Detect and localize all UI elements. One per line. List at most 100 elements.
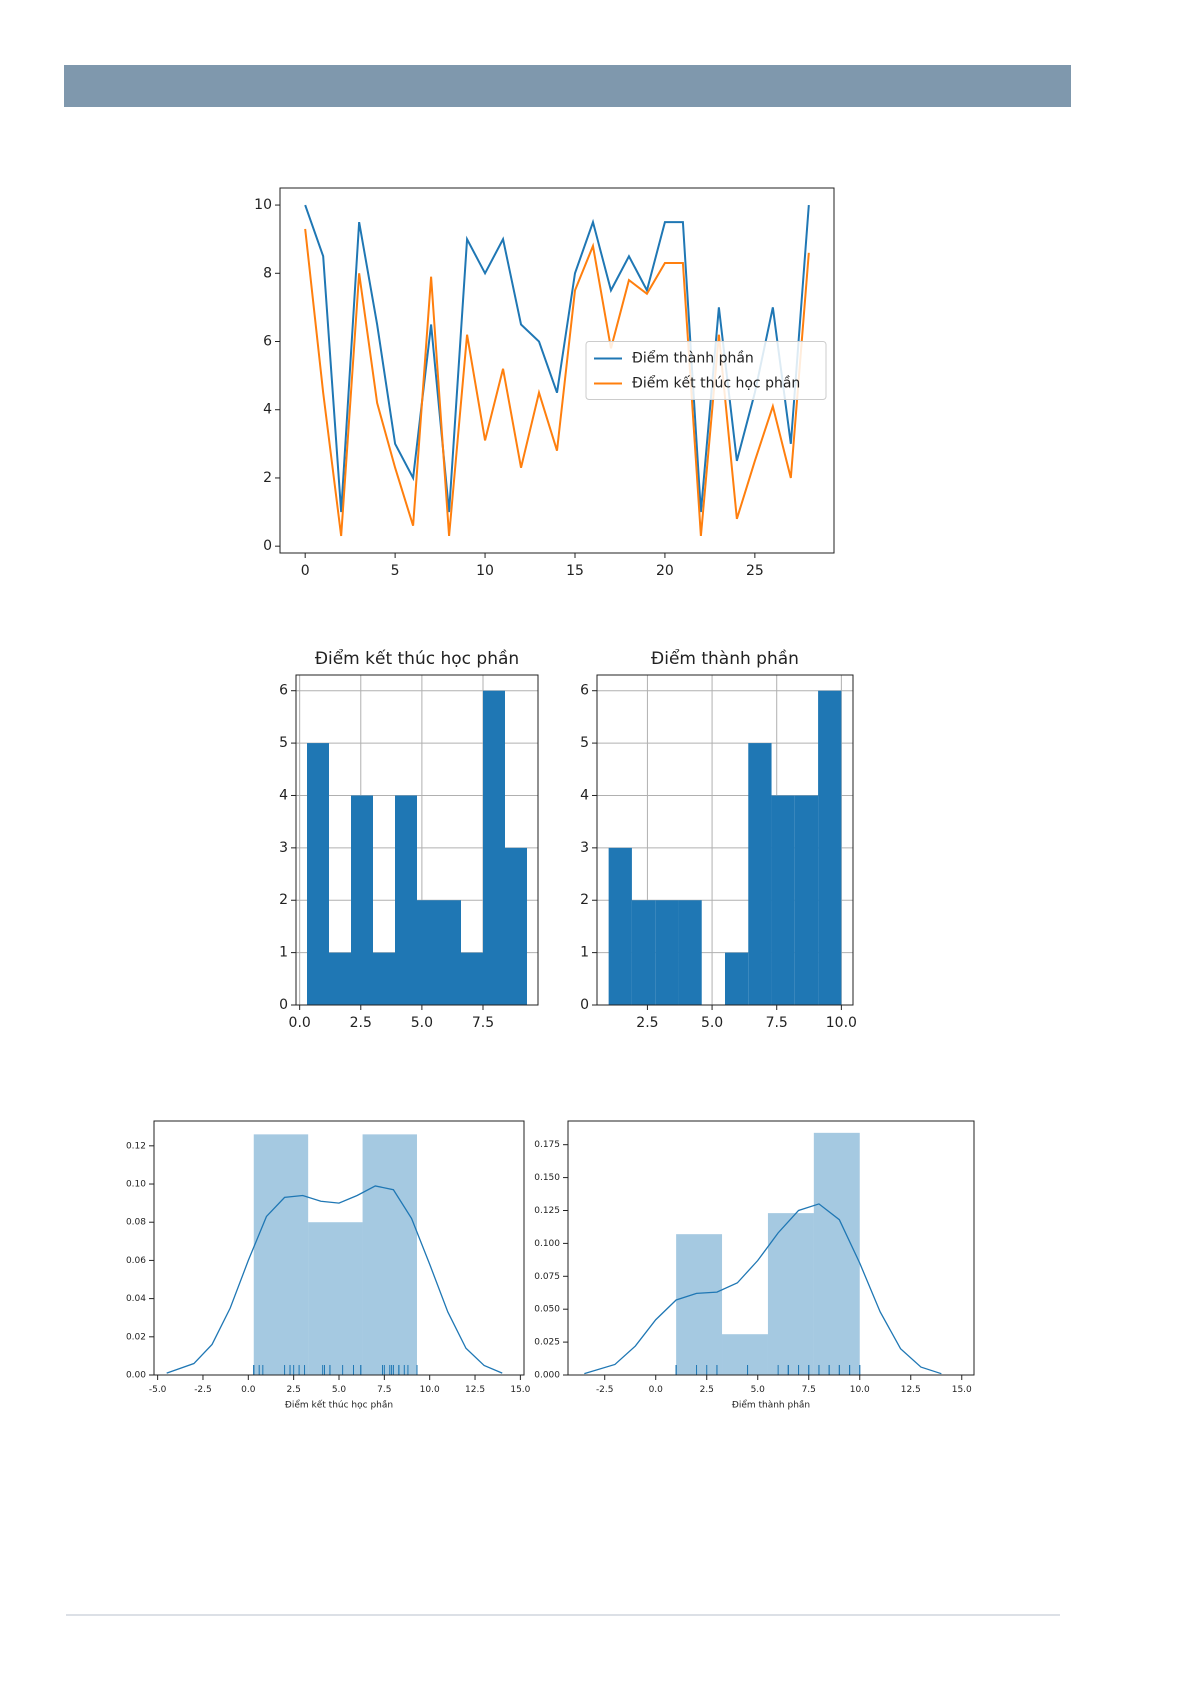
x-tick-label: 0 — [301, 563, 310, 579]
y-tick-label: 0.050 — [534, 1305, 560, 1315]
bar — [351, 795, 373, 1005]
y-tick-label: 0.150 — [534, 1173, 560, 1183]
x-tick-label: 12.5 — [901, 1385, 921, 1395]
bar — [655, 900, 679, 1005]
bar — [308, 1222, 363, 1375]
x-axis-label: Điểm thành phần — [732, 1400, 810, 1411]
y-tick-label: 0 — [580, 997, 589, 1013]
x-tick-label: -5.0 — [149, 1385, 167, 1395]
y-tick-label: 1 — [580, 945, 589, 961]
x-tick-label: 2.5 — [286, 1385, 300, 1395]
x-tick-label: 5.0 — [411, 1015, 433, 1031]
y-tick-label: 10 — [254, 197, 272, 213]
bar — [722, 1334, 768, 1375]
x-tick-label: 7.5 — [472, 1015, 494, 1031]
x-tick-label: 10 — [476, 563, 494, 579]
y-tick-label: 0.04 — [126, 1294, 146, 1304]
bar — [362, 1134, 417, 1375]
x-axis-label: Điểm kết thúc học phần — [285, 1400, 393, 1411]
x-tick-label: 2.5 — [636, 1015, 658, 1031]
y-tick-label: 0.000 — [534, 1371, 560, 1381]
y-tick-label: 0.08 — [126, 1218, 146, 1228]
legend-box — [585, 341, 827, 400]
y-tick-label: 0.12 — [126, 1141, 146, 1151]
x-tick-label: 5.0 — [332, 1385, 347, 1395]
bar — [725, 952, 749, 1005]
x-tick-label: 7.5 — [802, 1385, 816, 1395]
bar — [395, 795, 417, 1005]
legend-label: Điểm thành phần — [632, 350, 754, 367]
y-tick-label: 4 — [263, 402, 272, 418]
y-tick-label: 0.10 — [126, 1180, 146, 1190]
x-tick-label: 15.0 — [952, 1385, 972, 1395]
bar — [748, 743, 772, 1005]
y-tick-label: 8 — [263, 265, 272, 281]
y-tick-label: 1 — [279, 945, 288, 961]
bar — [608, 847, 632, 1005]
bar — [329, 952, 351, 1005]
x-tick-label: 5.0 — [701, 1015, 723, 1031]
y-tick-label: 0.075 — [534, 1272, 560, 1282]
x-tick-label: 15 — [566, 563, 584, 579]
y-tick-label: 5 — [279, 735, 288, 751]
bar — [253, 1134, 309, 1375]
y-tick-label: 2 — [580, 892, 589, 908]
x-tick-label: 0.0 — [241, 1385, 256, 1395]
y-tick-label: 0.02 — [126, 1332, 146, 1342]
y-tick-label: 0.06 — [126, 1256, 146, 1266]
y-tick-label: 3 — [580, 840, 589, 856]
axes-frame — [279, 187, 835, 554]
bar — [794, 795, 819, 1005]
y-tick-label: 2 — [263, 470, 272, 486]
x-tick-label: 2.5 — [350, 1015, 372, 1031]
bar — [771, 795, 795, 1005]
x-tick-label: 25 — [746, 563, 764, 579]
chart-title: Điểm thành phần — [651, 648, 799, 669]
y-tick-label: 3 — [279, 840, 288, 856]
x-tick-label: 10.0 — [850, 1385, 870, 1395]
y-tick-label: 4 — [279, 787, 288, 803]
y-tick-label: 0.00 — [126, 1371, 146, 1381]
y-tick-label: 0.100 — [534, 1239, 560, 1249]
y-tick-label: 0.025 — [534, 1338, 560, 1348]
y-tick-label: 0 — [279, 997, 288, 1013]
x-tick-label: 10.0 — [826, 1015, 857, 1031]
x-tick-label: 20 — [656, 563, 674, 579]
bar — [373, 952, 395, 1005]
header-bar — [64, 65, 1071, 107]
x-tick-label: 2.5 — [700, 1385, 714, 1395]
bar — [483, 690, 505, 1005]
axes-frame — [295, 674, 539, 1006]
axes-frame — [567, 1120, 975, 1376]
x-tick-label: 5.0 — [751, 1385, 766, 1395]
x-tick-label: 0.0 — [289, 1015, 311, 1031]
bar — [307, 743, 329, 1005]
y-tick-label: 0 — [263, 538, 272, 554]
bar — [631, 900, 656, 1005]
kde-curve — [584, 1203, 942, 1375]
kde-curve — [166, 1185, 503, 1374]
bar — [461, 952, 483, 1005]
y-tick-label: 2 — [279, 892, 288, 908]
x-tick-label: 12.5 — [465, 1385, 485, 1395]
axes-frame — [596, 674, 854, 1006]
bar — [417, 900, 439, 1005]
x-tick-label: 15.0 — [510, 1385, 530, 1395]
bar — [813, 1132, 860, 1375]
legend-label: Điểm kết thúc học phần — [632, 375, 800, 392]
x-tick-label: -2.5 — [194, 1385, 212, 1395]
x-tick-label: 7.5 — [377, 1385, 391, 1395]
y-tick-label: 4 — [580, 787, 589, 803]
x-tick-label: 10.0 — [420, 1385, 440, 1395]
y-tick-label: 0.125 — [534, 1206, 560, 1216]
y-tick-label: 6 — [580, 683, 589, 699]
y-tick-label: 0.175 — [534, 1140, 560, 1150]
axes-frame — [153, 1120, 525, 1376]
bar — [505, 847, 527, 1005]
x-tick-label: 7.5 — [766, 1015, 788, 1031]
x-tick-label: 5 — [391, 563, 400, 579]
bar — [678, 900, 702, 1005]
bar — [439, 900, 461, 1005]
